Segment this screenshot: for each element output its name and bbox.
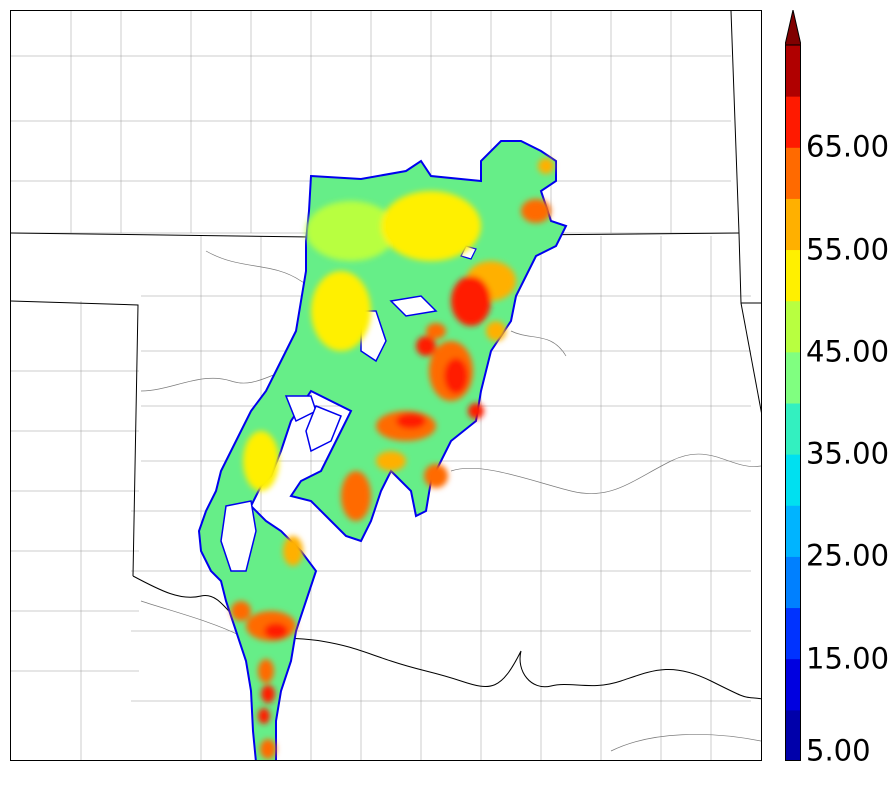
colorbar-bin xyxy=(785,249,801,302)
swath-hole-5 xyxy=(220,500,257,572)
cell xyxy=(311,271,371,351)
cell xyxy=(231,601,251,621)
colorbar xyxy=(785,10,801,761)
colorbar-bin xyxy=(785,351,801,404)
cell xyxy=(424,464,448,488)
cell xyxy=(468,403,484,419)
cell xyxy=(376,451,406,471)
precipitation-swath xyxy=(197,140,568,760)
cell xyxy=(260,739,276,759)
colorbar-tick-label: 45.00 xyxy=(806,334,890,369)
cell xyxy=(264,623,288,639)
cell xyxy=(426,323,446,339)
colorbar-bin xyxy=(785,454,801,506)
cell xyxy=(306,201,396,261)
colorbar-frame xyxy=(785,44,801,761)
cell xyxy=(381,191,481,261)
colorbar-bin xyxy=(785,658,801,711)
cell xyxy=(521,199,551,223)
cell xyxy=(261,685,275,703)
cell xyxy=(243,431,279,491)
colorbar-tick-label: 25.00 xyxy=(806,538,890,573)
colorbar-tick-label: 65.00 xyxy=(806,129,890,164)
cell xyxy=(341,471,371,521)
colorbar-bin xyxy=(785,147,801,199)
cell xyxy=(444,358,468,394)
cell xyxy=(258,708,270,724)
map-canvas xyxy=(11,11,761,760)
cell xyxy=(486,321,506,341)
colorbar-bin xyxy=(785,96,801,148)
cell xyxy=(451,276,491,326)
map-panel xyxy=(10,10,762,761)
colorbar-bin xyxy=(785,45,801,97)
swath-hole-2 xyxy=(389,295,438,317)
colorbar-bin xyxy=(785,607,801,660)
colorbar-tick-label: 55.00 xyxy=(806,232,890,267)
colorbar-extend-arrow xyxy=(785,10,801,46)
cell xyxy=(416,336,436,356)
colorbar-bin xyxy=(785,300,801,353)
colorbar-tick-label: 5.00 xyxy=(806,733,871,768)
colorbar-bin xyxy=(785,403,801,455)
colorbar-bin xyxy=(785,556,801,609)
colorbar-bin xyxy=(785,505,801,557)
cell xyxy=(538,158,554,174)
swath-hole-4 xyxy=(305,405,342,453)
colorbar-bin xyxy=(785,709,801,761)
colorbar-tick-label: 15.00 xyxy=(806,641,890,676)
colorbar-tick-label: 35.00 xyxy=(806,436,890,471)
colorbar-bin xyxy=(785,198,801,251)
cell xyxy=(396,413,426,429)
cell xyxy=(258,659,274,683)
cell xyxy=(283,536,303,566)
